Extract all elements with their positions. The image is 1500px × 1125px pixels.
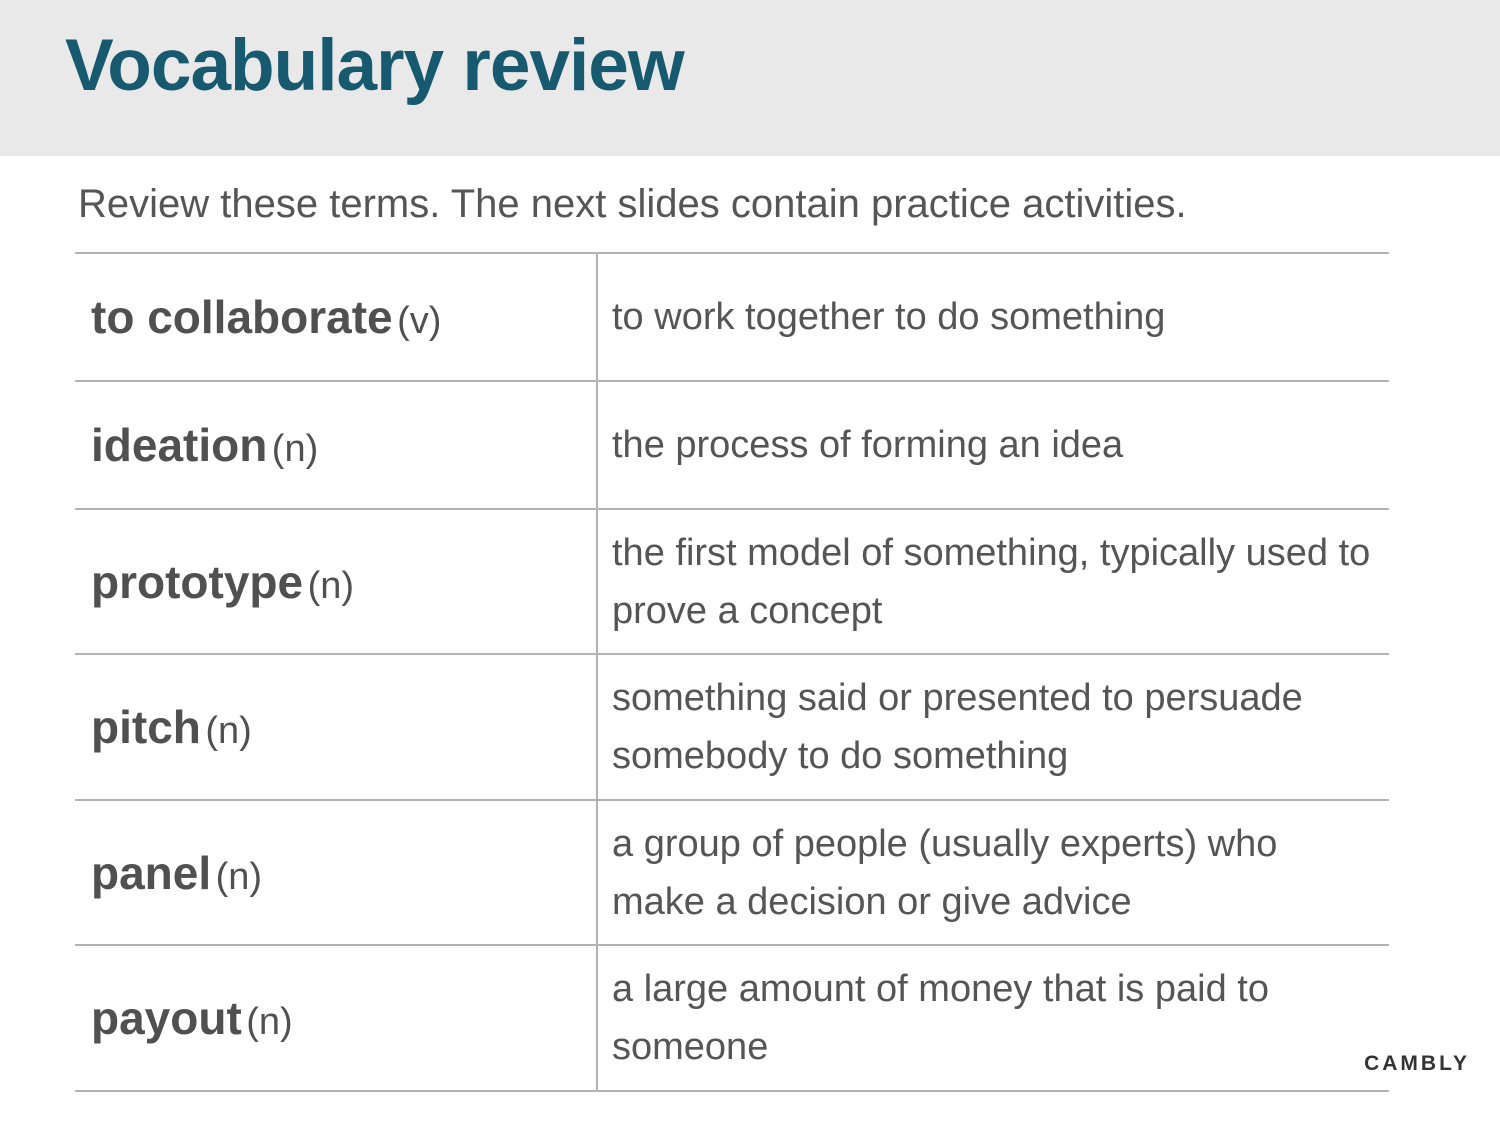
term: prototype xyxy=(91,555,304,608)
definition-cell: something said or presented to persuade … xyxy=(597,653,1389,801)
term: panel xyxy=(91,846,212,899)
table-row: payout (n) a large amount of money that … xyxy=(75,944,1389,1092)
table-row: panel (n) a group of people (usually exp… xyxy=(75,799,1389,946)
definition: the first model of something, typically … xyxy=(612,531,1371,632)
table-row: ideation (n) the process of forming an i… xyxy=(75,380,1389,510)
term-cell: prototype (n) xyxy=(75,508,598,655)
term-cell: payout (n) xyxy=(75,944,598,1092)
header-band xyxy=(0,0,1500,156)
table-row: to collaborate (v) to work together to d… xyxy=(75,252,1389,382)
part-of-speech: (n) xyxy=(271,428,319,470)
definition: to work together to do something xyxy=(612,296,1166,338)
definition-cell: a large amount of money that is paid to … xyxy=(597,944,1389,1092)
slide-title: Vocabulary review xyxy=(65,25,685,106)
brand-logo: CAMBLY xyxy=(1364,1052,1470,1075)
term: payout xyxy=(91,992,242,1044)
term-cell: pitch (n) xyxy=(75,653,598,801)
vocabulary-table: to collaborate (v) to work together to d… xyxy=(75,252,1389,1092)
term: ideation xyxy=(91,419,268,471)
definition-cell: to work together to do something xyxy=(597,252,1389,382)
table-row: prototype (n) the first model of somethi… xyxy=(75,508,1389,655)
definition: something said or presented to persuade … xyxy=(612,677,1303,777)
term-cell: ideation (n) xyxy=(75,380,598,510)
term: to collaborate xyxy=(91,291,393,343)
definition: a group of people (usually experts) who … xyxy=(612,822,1278,923)
term-cell: to collaborate (v) xyxy=(75,252,598,382)
definition-cell: the process of forming an idea xyxy=(597,380,1389,510)
slide-subtitle: Review these terms. The next slides cont… xyxy=(78,182,1187,226)
term: pitch xyxy=(91,701,201,753)
term-cell: panel (n) xyxy=(75,799,598,946)
part-of-speech: (n) xyxy=(307,564,355,607)
definition-cell: a group of people (usually experts) who … xyxy=(597,799,1389,946)
part-of-speech: (v) xyxy=(397,300,442,342)
part-of-speech: (n) xyxy=(205,710,252,752)
definition: a large amount of money that is paid to … xyxy=(612,968,1269,1068)
definition-cell: the first model of something, typically … xyxy=(597,508,1389,655)
table-row: pitch (n) something said or presented to… xyxy=(75,653,1389,801)
definition: the process of forming an idea xyxy=(612,424,1124,466)
part-of-speech: (n) xyxy=(215,855,263,898)
part-of-speech: (n) xyxy=(246,1001,293,1043)
